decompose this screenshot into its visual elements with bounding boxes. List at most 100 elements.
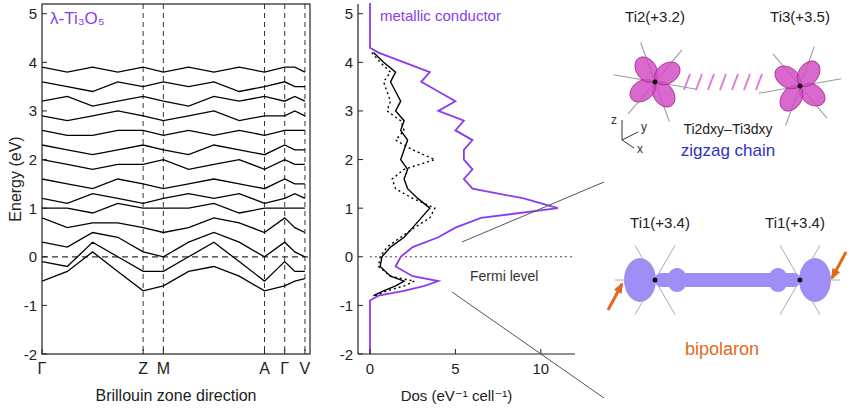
y-tick (42, 159, 47, 160)
band-line (42, 194, 305, 204)
x-tick-label: V (300, 360, 311, 377)
y-tick-label: 5 (345, 5, 353, 22)
atom-label: Ti1(+3.4) (765, 214, 825, 231)
x-tick (264, 349, 265, 354)
y-tick-label: 2 (29, 151, 37, 168)
atom (653, 278, 658, 283)
grid-line (304, 4, 305, 354)
y-tick-label: -1 (340, 297, 353, 314)
figure: -2-1012345ΓZMAΓVλ-Ti₃O₅Energy (eV)Brillo… (0, 0, 866, 409)
interaction-hatch (732, 74, 738, 90)
interaction-hatch (756, 74, 762, 90)
atom (652, 79, 658, 85)
y-tick (42, 305, 47, 306)
y-tick-label: -2 (24, 346, 37, 363)
x-tick (455, 349, 456, 354)
arrow-head (614, 282, 623, 294)
bond-spoke (628, 43, 682, 122)
leader-line (452, 292, 604, 398)
interaction-hatch (708, 74, 714, 90)
y-tick (358, 159, 363, 160)
grid-line (163, 4, 164, 354)
y-tick (42, 208, 47, 209)
y-tick-label: 2 (345, 151, 353, 168)
band-line (42, 96, 305, 106)
orbital-lobe (792, 57, 824, 91)
y-tick (358, 208, 363, 209)
axis-icon-label: x (637, 142, 643, 156)
y-tick (42, 256, 47, 257)
band-line (42, 130, 305, 135)
y-axis (357, 4, 358, 354)
x-tick (42, 349, 43, 354)
band-line (42, 111, 305, 121)
x-tick-label: Γ (38, 360, 47, 377)
x-axis (358, 353, 575, 354)
y-tick-label: -2 (340, 346, 353, 363)
atom (797, 83, 803, 89)
orbital-lobe (650, 57, 684, 89)
interaction-hatch (744, 74, 750, 90)
y-tick-label: 1 (345, 200, 353, 217)
bipolaron-lobe (799, 258, 831, 302)
band-line (42, 252, 305, 291)
plot-frame (42, 4, 310, 354)
bipolaron-lobe (624, 258, 656, 302)
y-tick (42, 354, 47, 355)
band-line (42, 242, 305, 281)
dos-line (372, 53, 435, 296)
bond-spoke (773, 47, 827, 126)
chain-label: zigzag chain (681, 141, 776, 160)
grid-line (143, 4, 144, 354)
x-tick (304, 349, 305, 354)
arrow-head (831, 268, 840, 280)
band-line (42, 67, 305, 72)
x-tick-label: M (157, 360, 170, 377)
y-tick (358, 256, 363, 257)
bands (42, 67, 305, 291)
x-tick-label: Z (138, 360, 148, 377)
fermi-line (42, 256, 310, 257)
x-tick (143, 349, 144, 354)
band-line (42, 145, 305, 155)
bipolaron-lobe (667, 268, 687, 292)
y-tick-label: 5 (29, 5, 37, 22)
band-line (42, 218, 305, 233)
y-tick-label: 0 (345, 248, 353, 265)
y-tick-label: 0 (29, 248, 37, 265)
interaction-hatch (696, 74, 702, 90)
orbital (607, 39, 702, 125)
y-axis-title: Energy (eV) (7, 136, 24, 221)
band-line (42, 82, 305, 92)
axis-icon (622, 132, 638, 140)
x-axis-title: Dos (eV⁻¹ cell⁻¹) (401, 387, 513, 404)
bipolaron-lobe (768, 268, 788, 292)
x-tick-label: 5 (451, 360, 459, 377)
x-tick (163, 349, 164, 354)
atom-label: Ti1(+3.4) (630, 214, 690, 231)
bond-spoke (628, 43, 682, 122)
dos-line (370, 3, 558, 354)
dos-curves (370, 3, 558, 354)
x-tick (284, 349, 285, 354)
y-tick (42, 62, 47, 63)
y-tick-label: 4 (345, 54, 353, 71)
band-line (42, 160, 305, 170)
band-line (42, 233, 305, 257)
axis-icon (622, 140, 634, 148)
x-tick-label: 0 (366, 360, 374, 377)
bipolaron-label: bipolaron (685, 339, 759, 359)
y-tick (358, 13, 363, 14)
orbital (752, 43, 847, 129)
bond-spoke (773, 47, 827, 126)
axis-icon-label: y (641, 120, 647, 134)
y-tick-label: 1 (29, 200, 37, 217)
band-line (42, 179, 305, 189)
dos-line (373, 53, 429, 296)
axis-icon (622, 120, 623, 140)
axis-icon-label: z (611, 113, 617, 127)
atom-label: Ti3(+3.5) (770, 8, 830, 25)
x-axis-title: Brillouin zone direction (96, 387, 257, 404)
y-tick-label: 3 (29, 102, 37, 119)
x-tick-label: 10 (532, 360, 549, 377)
